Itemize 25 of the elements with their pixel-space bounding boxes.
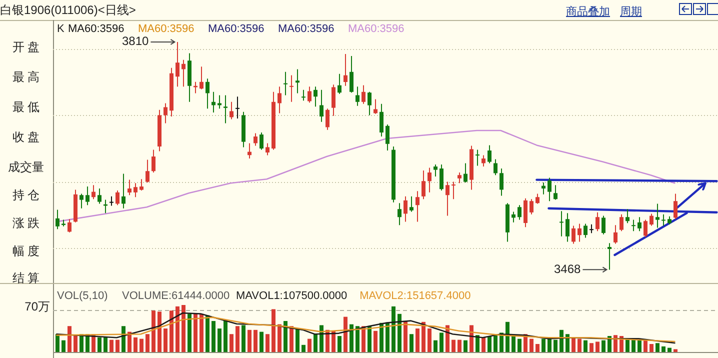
text: 最 高	[12, 70, 40, 84]
text: 成交量	[8, 160, 44, 174]
text: MAVOL2:151657.4000	[360, 290, 471, 302]
text: 收 盘	[12, 130, 40, 144]
text: 结 算	[12, 271, 40, 286]
text: 开 盘	[12, 40, 40, 54]
annotation: MA60:3596	[68, 22, 124, 35]
text: 最 低	[12, 100, 40, 114]
text: VOL(5,10)	[57, 290, 108, 302]
text: 幅 度	[12, 244, 40, 258]
text: VOLUME:61444.0000	[122, 290, 230, 302]
annotation: K	[57, 22, 65, 35]
annotation: MA60:3596	[208, 22, 264, 35]
annotation: MA60:3596	[278, 22, 334, 35]
text: 持 仓	[12, 188, 40, 202]
text: 商品叠加	[566, 4, 610, 18]
annotation: 3810	[122, 34, 150, 48]
chart-title: 白银1906(011006)<日线>	[0, 3, 136, 18]
ref-line-label: 70万	[24, 300, 50, 314]
text: 周期	[620, 6, 642, 18]
series-label: MAVOL1:107500.0000	[236, 290, 348, 302]
text: 涨 跌	[12, 216, 40, 230]
annotation: 3468	[554, 262, 582, 276]
text: MA60:3596	[348, 22, 404, 35]
annotation: MA60:3596	[138, 22, 194, 35]
